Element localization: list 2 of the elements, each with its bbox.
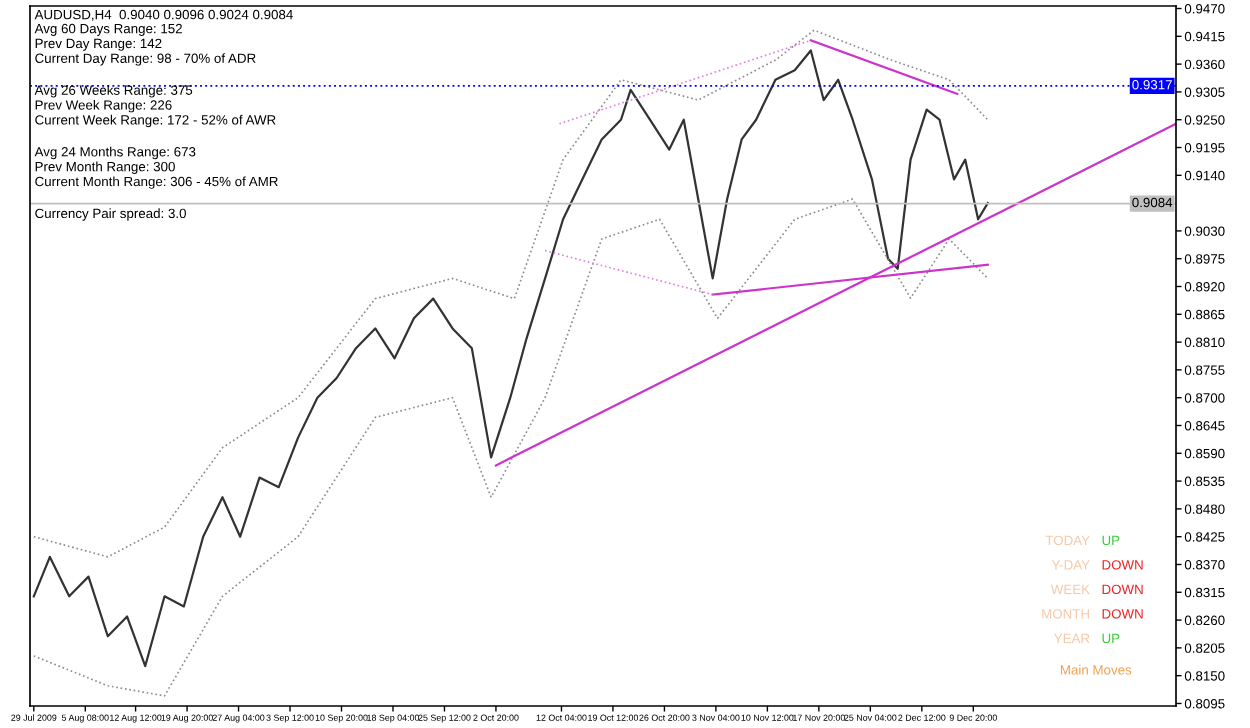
line-series (32, 49, 989, 668)
line-series (32, 198, 989, 697)
